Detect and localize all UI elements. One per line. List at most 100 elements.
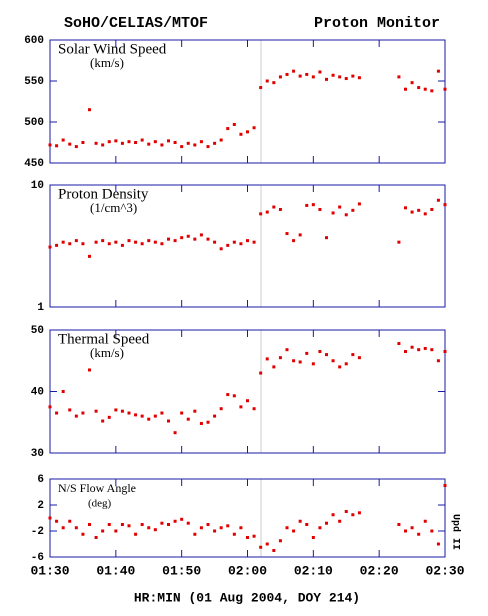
point <box>292 239 296 243</box>
point <box>88 523 91 526</box>
point <box>127 140 131 144</box>
point <box>160 242 164 246</box>
point <box>239 132 243 136</box>
point <box>180 236 184 240</box>
point <box>344 77 348 81</box>
point <box>74 526 78 530</box>
y-tick-label: 450 <box>24 158 44 170</box>
point <box>206 145 210 149</box>
point <box>114 240 118 244</box>
point <box>423 346 427 350</box>
point <box>199 421 203 425</box>
point <box>331 513 335 517</box>
point <box>94 141 98 145</box>
point <box>81 411 85 415</box>
point <box>357 511 361 515</box>
x-tick-label: 01:50 <box>162 563 201 578</box>
point <box>331 211 335 215</box>
point <box>436 69 440 73</box>
point <box>173 239 177 243</box>
panel-units: (deg) <box>88 498 112 510</box>
point <box>81 242 85 246</box>
point <box>167 139 170 143</box>
point <box>140 523 144 526</box>
point <box>443 350 447 354</box>
point <box>232 532 236 536</box>
point <box>74 239 78 243</box>
point <box>219 247 223 251</box>
point <box>107 242 111 246</box>
point <box>114 139 118 143</box>
point <box>325 521 328 525</box>
point <box>272 81 276 85</box>
panel-title: Solar Wind Speed <box>58 41 167 57</box>
point <box>443 203 447 207</box>
point <box>147 417 151 421</box>
point <box>265 357 269 361</box>
point <box>74 145 78 149</box>
point <box>81 141 85 144</box>
point <box>259 371 263 375</box>
point <box>199 526 203 530</box>
point <box>410 526 414 530</box>
point <box>325 77 328 81</box>
point <box>318 207 322 211</box>
x-tick-label: 02:30 <box>425 563 464 578</box>
point <box>186 521 190 525</box>
point <box>239 242 243 246</box>
point <box>311 75 315 79</box>
point <box>305 523 309 526</box>
point <box>410 81 414 85</box>
point <box>55 411 59 415</box>
point <box>423 212 427 216</box>
point <box>252 126 256 130</box>
point <box>318 350 322 354</box>
point <box>344 213 348 217</box>
point <box>68 242 72 246</box>
point <box>246 536 249 539</box>
point <box>338 519 342 523</box>
point <box>265 542 269 546</box>
point <box>120 409 124 413</box>
y-tick-label: 500 <box>24 117 44 129</box>
point <box>167 523 170 526</box>
point <box>199 140 203 144</box>
point <box>147 142 151 146</box>
point <box>134 413 138 417</box>
x-tick-label: 02:10 <box>294 563 333 578</box>
point <box>318 70 322 74</box>
point <box>259 86 263 90</box>
point <box>134 240 138 244</box>
point <box>298 233 302 237</box>
point <box>311 536 315 539</box>
point <box>206 237 210 241</box>
point <box>213 529 217 533</box>
point <box>88 254 91 258</box>
point <box>206 420 210 424</box>
y-tick-label: 10 <box>31 180 44 192</box>
point <box>344 510 348 513</box>
point <box>120 243 124 247</box>
point <box>298 360 302 364</box>
point <box>147 239 151 243</box>
point <box>292 69 296 73</box>
point <box>423 519 427 523</box>
point <box>219 526 223 530</box>
point <box>259 545 263 549</box>
point <box>357 356 361 360</box>
point <box>55 243 59 247</box>
point <box>239 526 243 530</box>
point <box>436 542 440 546</box>
point <box>186 417 190 421</box>
point <box>94 536 98 539</box>
point <box>55 519 59 523</box>
point <box>140 242 144 246</box>
point <box>219 407 223 411</box>
point <box>219 138 223 142</box>
x-tick-label: 01:30 <box>30 563 69 578</box>
panel-units: (1/cm^3) <box>90 200 137 215</box>
point <box>226 524 230 528</box>
point <box>88 108 91 112</box>
point <box>410 345 414 349</box>
